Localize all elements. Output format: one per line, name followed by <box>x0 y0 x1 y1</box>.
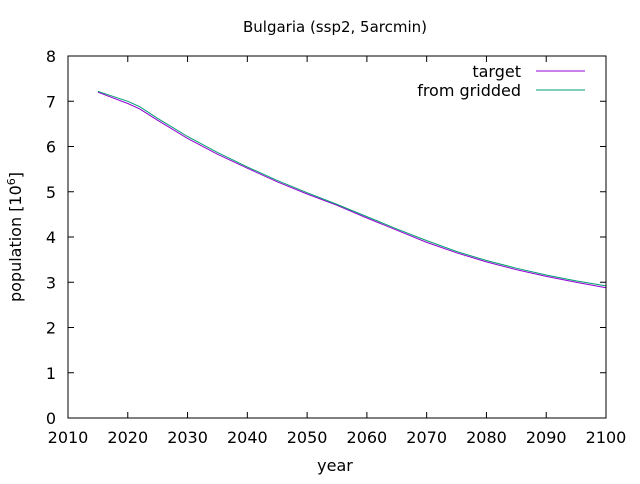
series-layer <box>97 90 607 289</box>
chart-title: Bulgaria (ssp2, 5arcmin) <box>243 18 427 36</box>
series-line-0 <box>97 91 607 289</box>
x-axis-label: year <box>317 456 353 475</box>
y-tick-label: 8 <box>46 47 56 66</box>
x-tick-label: 2090 <box>526 428 567 447</box>
x-tick-label: 2080 <box>466 428 507 447</box>
series-line-1 <box>97 90 607 287</box>
y-tick-label: 4 <box>46 228 56 247</box>
y-tick-label: 2 <box>46 319 56 338</box>
plot-frame <box>67 55 607 419</box>
x-tick-label: 2010 <box>48 428 89 447</box>
legend-label-1: from gridded <box>417 81 521 100</box>
y-tick-label: 1 <box>46 364 56 383</box>
x-tick-label: 2050 <box>287 428 328 447</box>
legend-label-0: target <box>472 62 521 81</box>
y-tick-label: 3 <box>46 273 56 292</box>
x-tick-label: 2070 <box>406 428 447 447</box>
x-tick-label: 2040 <box>227 428 268 447</box>
axis-ticks: 2010 2020 2030 2040 2050 2060 2070 2080 2090 2100… <box>46 47 627 447</box>
x-tick-label: 2020 <box>107 428 148 447</box>
x-tick-label: 2030 <box>167 428 208 447</box>
x-tick-label: 2060 <box>347 428 388 447</box>
x-tick-label: 2100 <box>586 428 627 447</box>
y-tick-label: 7 <box>46 92 56 111</box>
y-tick-label: 0 <box>46 409 56 428</box>
y-axis-label: population [106] <box>5 172 25 302</box>
y-tick-label: 6 <box>46 138 56 157</box>
y-tick-label: 5 <box>46 183 56 202</box>
